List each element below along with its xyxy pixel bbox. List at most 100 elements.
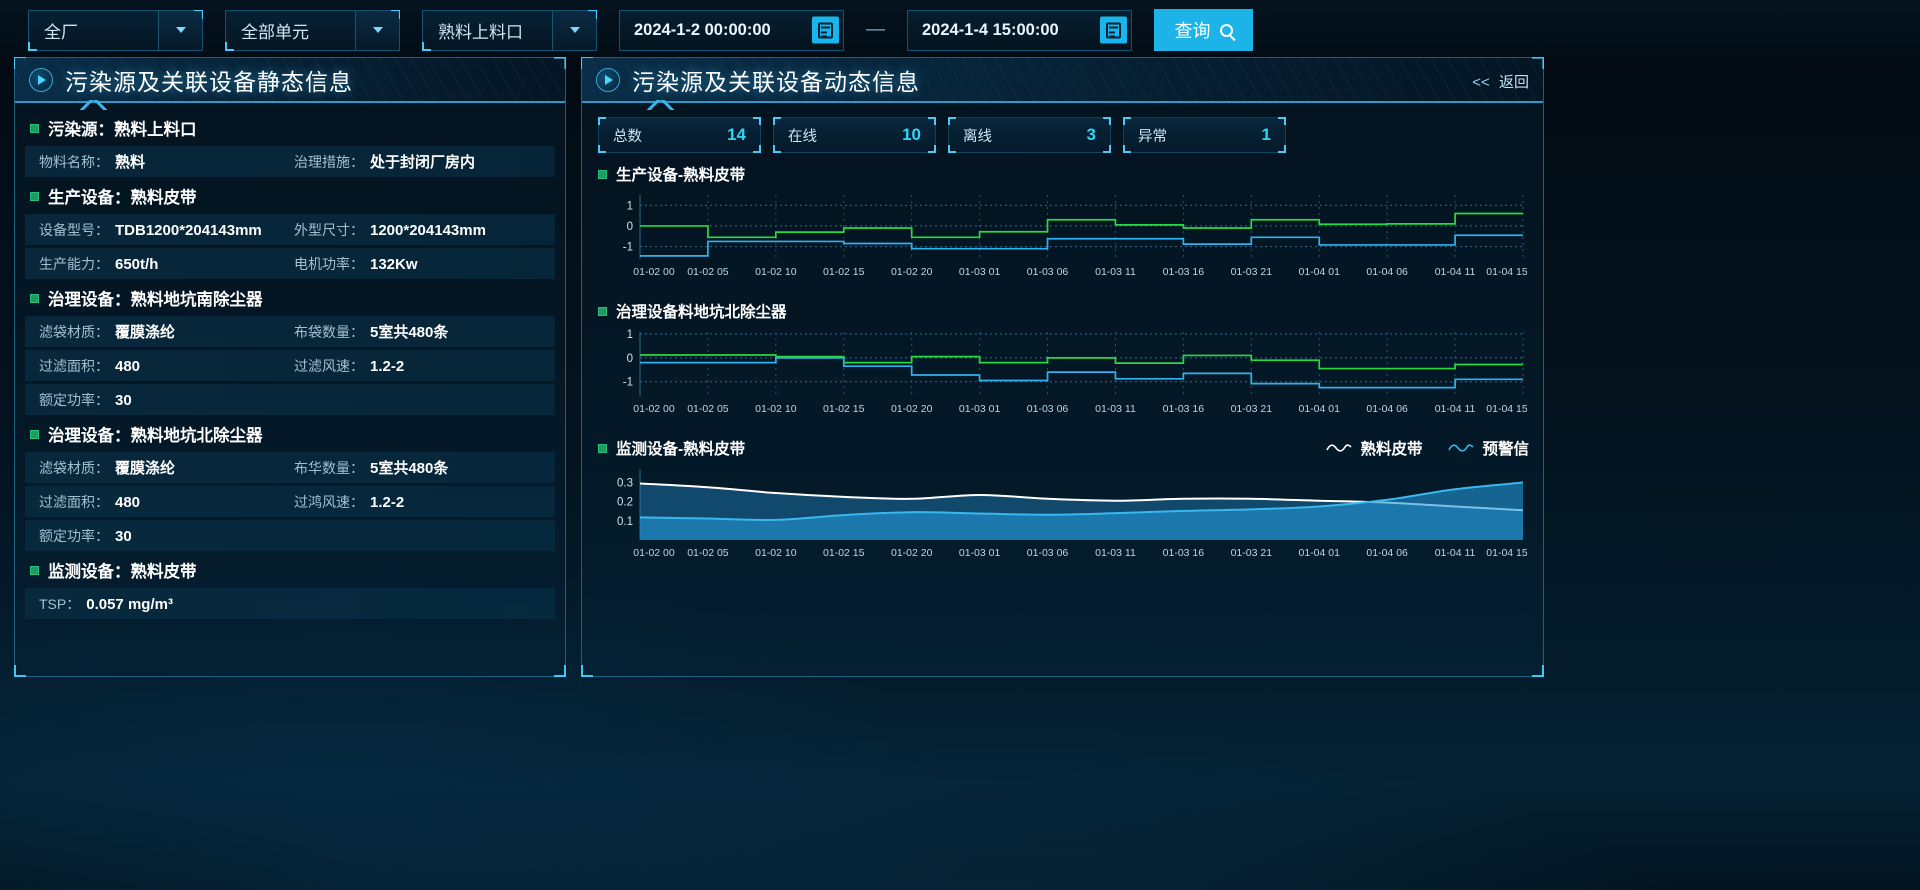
corner-decor (1532, 665, 1544, 677)
pollution-source-select-value: 熟料上料口 (438, 22, 523, 42)
x-tick-label: 01-04 06 (1366, 403, 1408, 415)
status-value: 1 (1261, 125, 1271, 144)
chart-title-row: 监测设备-熟料皮带 熟料皮带 预警信 (598, 437, 1529, 459)
unit-select[interactable]: 全部单元 (225, 9, 400, 51)
info-cell: 物料名称： 熟料 (39, 151, 294, 172)
chart-block: 生产设备-熟料皮带 1 0 -1 01-02 00 01-02 05 01-02 10 01-… (582, 153, 1543, 290)
x-tick-label: 01-04 15 (1486, 266, 1527, 278)
chart-title: 生产设备-熟料皮带 (616, 167, 746, 184)
bullet-square-icon (30, 565, 39, 575)
group-label: 监测设备：熟料皮带 (48, 563, 197, 581)
x-tick-label: 01-04 11 (1435, 266, 1476, 278)
x-tick-label: 01-04 15 (1486, 547, 1527, 559)
calendar-icon[interactable] (1100, 16, 1127, 44)
legend-wave-icon (1326, 444, 1353, 452)
status-label: 离线 (963, 128, 992, 145)
info-key: 治理措施： (294, 154, 364, 170)
info-row: 额定功率： 30 (25, 520, 555, 551)
info-value: 650t/h (115, 255, 159, 273)
status-label: 异常 (1138, 128, 1167, 145)
x-tick-label: 01-02 15 (823, 403, 865, 415)
info-value: 0.057 mg/m³ (86, 595, 173, 613)
status-badge[interactable]: 在线 10 (773, 117, 936, 153)
info-value: 30 (115, 527, 132, 545)
query-button[interactable]: 查询 (1154, 9, 1253, 51)
group-label: 治理设备：熟料地坑北除尘器 (48, 427, 263, 445)
x-tick-label: 01-04 15 (1486, 403, 1527, 415)
legend-item[interactable]: 熟料皮带 (1326, 437, 1422, 459)
info-key: 外型尺寸： (294, 221, 364, 238)
status-label: 总数 (613, 128, 642, 145)
chart-block: 监测设备-熟料皮带 熟料皮带 预警信 0.3 0.2 0.1 01-02 00 01-02 0… (582, 427, 1543, 571)
end-time-input[interactable]: 2024-1-4 15:00:00 (907, 9, 1132, 51)
y-tick-label: 0.3 (617, 478, 633, 490)
info-key: 滤袋材质： (39, 324, 109, 340)
query-button-label: 查询 (1174, 21, 1211, 41)
x-tick-label: 01-03 01 (959, 547, 1001, 559)
status-value: 14 (727, 125, 746, 144)
device-status-cards: 总数 14 在线 10 离线 3 异常 1 (582, 103, 1543, 153)
info-cell: 电机功率： 132Kw (294, 254, 418, 274)
info-key: 额定功率： (39, 527, 109, 544)
status-badge[interactable]: 总数 14 (598, 117, 761, 153)
info-cell: 额定功率： 30 (39, 390, 294, 410)
y-tick-label: 0.2 (617, 497, 633, 509)
x-tick-label: 01-03 11 (1095, 403, 1136, 415)
info-value: 5室共480条 (370, 460, 449, 477)
y-tick-label: 0 (627, 221, 633, 233)
info-key: 电机功率： (294, 255, 364, 272)
chevron-down-icon[interactable] (158, 10, 202, 50)
info-row: 过滤面积： 480 过鸿风速： 1.2-2 (25, 486, 555, 517)
group-label: 污染源：熟料上料口 (48, 121, 197, 139)
info-row: 过滤面积： 480 过滤风速： 1.2-2 (25, 350, 555, 381)
x-tick-label: 01-02 15 (823, 266, 865, 278)
status-value: 10 (902, 125, 921, 144)
info-row: 滤袋材质： 覆膜涤纶 布华数量： 5室共480条 (25, 452, 555, 483)
x-tick-label: 01-03 16 (1163, 547, 1205, 559)
info-key: 额定功率： (39, 391, 109, 408)
info-value: 熟料 (115, 154, 146, 171)
x-tick-label: 01-02 20 (891, 547, 933, 559)
x-tick-label: 01-03 21 (1231, 547, 1273, 559)
group-header: 污染源：熟料上料口 (25, 113, 555, 143)
info-key: TSP： (39, 595, 81, 612)
info-cell: 布华数量： 5室共480条 (294, 457, 448, 478)
x-tick-label: 01-03 06 (1027, 403, 1069, 415)
x-tick-label: 01-02 05 (687, 547, 729, 559)
status-badge[interactable]: 异常 1 (1123, 117, 1286, 153)
legend-item[interactable]: 预警信 (1448, 437, 1529, 459)
info-cell: 治理措施： 处于封闭厂房内 (294, 151, 475, 172)
status-badge[interactable]: 离线 3 (948, 117, 1111, 153)
x-tick-label: 01-02 15 (823, 547, 865, 559)
x-tick-label: 01-04 11 (1435, 547, 1476, 559)
y-tick-label: -1 (623, 242, 633, 254)
back-button[interactable]: << 返回 (1472, 71, 1529, 92)
series-line (640, 356, 1523, 389)
x-tick-label: 01-02 00 (633, 403, 675, 415)
start-time-value: 2024-1-2 00:00:00 (634, 20, 771, 39)
bullet-square-icon (598, 169, 607, 179)
status-label: 在线 (788, 128, 817, 145)
series-line (640, 234, 1523, 257)
back-arrow-icon: << (1472, 74, 1490, 91)
start-time-input[interactable]: 2024-1-2 00:00:00 (619, 9, 844, 51)
x-tick-label: 01-02 10 (755, 403, 797, 415)
info-cell: 滤袋材质： 覆膜涤纶 (39, 457, 294, 478)
calendar-icon[interactable] (812, 16, 839, 44)
info-value: 480 (115, 493, 141, 511)
chevron-down-icon[interactable] (552, 10, 596, 50)
x-tick-label: 01-02 10 (755, 547, 797, 559)
bullet-square-icon (598, 443, 607, 453)
x-tick-label: 01-03 01 (959, 403, 1001, 415)
bullet-square-icon (30, 429, 39, 439)
pollution-source-select[interactable]: 熟料上料口 (422, 9, 597, 51)
info-value: TDB1200*204143mm (115, 221, 262, 239)
series-line (640, 212, 1523, 239)
chevron-down-icon[interactable] (355, 10, 399, 50)
chart-svg: 1 0 -1 01-02 00 01-02 05 01-02 10 01-02 15 01-0… (623, 329, 1528, 415)
series-line (640, 354, 1523, 370)
group-header: 治理设备：熟料地坑南除尘器 (25, 283, 555, 313)
plant-select[interactable]: 全厂 (28, 9, 203, 51)
info-key: 过滤风速： (294, 357, 364, 374)
